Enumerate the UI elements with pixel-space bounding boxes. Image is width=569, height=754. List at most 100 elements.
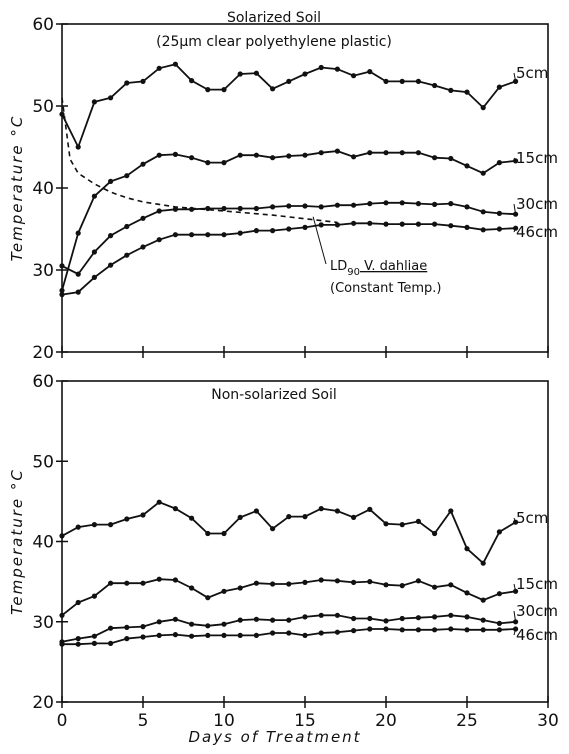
- data-point-5cm: [367, 69, 373, 75]
- annotation-organism: V. dahliae: [360, 259, 427, 274]
- data-point-5cm: [318, 506, 324, 512]
- data-point-30cm: [172, 616, 178, 622]
- data-point-15cm: [513, 588, 519, 594]
- data-point-46cm: [253, 632, 259, 639]
- data-point-15cm: [108, 178, 114, 184]
- y-tick-label: 60: [32, 372, 54, 392]
- data-point-46cm: [415, 627, 421, 633]
- data-point-5cm: [91, 99, 97, 105]
- data-point-15cm: [432, 155, 438, 161]
- data-point-46cm: [59, 292, 65, 298]
- data-point-5cm: [172, 61, 178, 67]
- data-point-15cm: [496, 160, 502, 166]
- series-label-leader: [513, 72, 517, 82]
- data-point-15cm: [189, 585, 195, 591]
- panel-title: Solarized Soil: [227, 10, 321, 26]
- data-point-15cm: [270, 581, 276, 587]
- data-point-30cm: [172, 206, 178, 212]
- data-point-46cm: [189, 232, 195, 238]
- data-point-15cm: [172, 577, 178, 583]
- data-point-15cm: [221, 160, 227, 166]
- data-point-5cm: [205, 530, 211, 537]
- data-point-5cm: [124, 80, 130, 86]
- data-point-5cm: [108, 522, 114, 528]
- data-point-15cm: [237, 152, 243, 158]
- data-point-30cm: [156, 208, 162, 214]
- data-point-15cm: [302, 579, 308, 586]
- data-point-5cm: [75, 524, 81, 530]
- series-label-46cm: 46cm: [516, 223, 558, 241]
- series-label-5cm: 5cm: [516, 509, 548, 527]
- data-point-30cm: [156, 619, 162, 625]
- series-label-15cm: 15cm: [516, 575, 558, 593]
- data-point-5cm: [448, 87, 454, 93]
- data-point-5cm: [496, 84, 502, 90]
- data-point-15cm: [334, 578, 340, 584]
- data-point-15cm: [91, 593, 97, 599]
- data-point-46cm: [270, 228, 276, 234]
- data-point-5cm: [448, 508, 454, 514]
- data-point-46cm: [496, 226, 502, 232]
- data-point-30cm: [399, 200, 405, 206]
- data-point-5cm: [237, 71, 243, 77]
- series-label-leader: [513, 610, 517, 622]
- data-point-30cm: [367, 201, 373, 207]
- data-point-46cm: [302, 224, 308, 230]
- data-point-46cm: [189, 633, 195, 639]
- data-point-30cm: [464, 614, 470, 620]
- data-point-30cm: [124, 223, 130, 230]
- data-point-15cm: [318, 577, 324, 583]
- data-point-30cm: [140, 215, 146, 221]
- data-point-30cm: [91, 633, 97, 639]
- data-point-30cm: [383, 200, 389, 206]
- data-point-15cm: [189, 155, 195, 161]
- data-point-15cm: [334, 148, 340, 154]
- data-point-46cm: [351, 220, 357, 226]
- data-point-30cm: [237, 205, 243, 212]
- data-point-46cm: [253, 228, 259, 234]
- data-point-46cm: [237, 632, 243, 639]
- data-point-30cm: [464, 204, 470, 210]
- y-tick-label: 60: [32, 15, 54, 35]
- y-tick-label: 40: [32, 533, 54, 553]
- data-point-15cm: [253, 580, 259, 586]
- data-point-15cm: [415, 578, 421, 584]
- data-point-15cm: [140, 580, 146, 586]
- data-point-46cm: [334, 629, 340, 635]
- data-point-15cm: [496, 591, 502, 597]
- data-point-30cm: [302, 203, 308, 209]
- data-point-15cm: [480, 170, 486, 176]
- data-point-15cm: [351, 579, 357, 586]
- data-point-15cm: [156, 152, 162, 158]
- series-label-5cm: 5cm: [516, 64, 548, 82]
- data-point-5cm: [464, 546, 470, 552]
- data-point-30cm: [448, 612, 454, 618]
- data-point-15cm: [448, 582, 454, 588]
- data-point-46cm: [91, 640, 97, 647]
- data-point-30cm: [108, 625, 114, 631]
- data-point-46cm: [367, 220, 373, 226]
- data-point-15cm: [124, 173, 130, 179]
- data-point-15cm: [448, 155, 454, 162]
- data-point-5cm: [383, 521, 389, 527]
- series-line-46cm: [61, 222, 516, 296]
- y-tick-label: 50: [32, 452, 54, 472]
- data-point-46cm: [124, 252, 130, 258]
- data-point-30cm: [351, 202, 357, 208]
- data-point-46cm: [286, 630, 292, 636]
- x-tick-label: 30: [537, 711, 559, 731]
- data-point-46cm: [124, 636, 130, 642]
- data-point-30cm: [75, 271, 81, 277]
- y-tick-label: 30: [32, 613, 54, 633]
- data-point-30cm: [399, 615, 405, 622]
- y-tick-label: 50: [32, 97, 54, 117]
- data-point-5cm: [383, 78, 389, 84]
- y-tick-label: 20: [32, 343, 54, 363]
- data-point-15cm: [302, 152, 308, 158]
- data-point-30cm: [513, 619, 519, 625]
- data-point-15cm: [351, 154, 357, 160]
- data-point-5cm: [75, 144, 81, 150]
- data-point-46cm: [318, 630, 324, 636]
